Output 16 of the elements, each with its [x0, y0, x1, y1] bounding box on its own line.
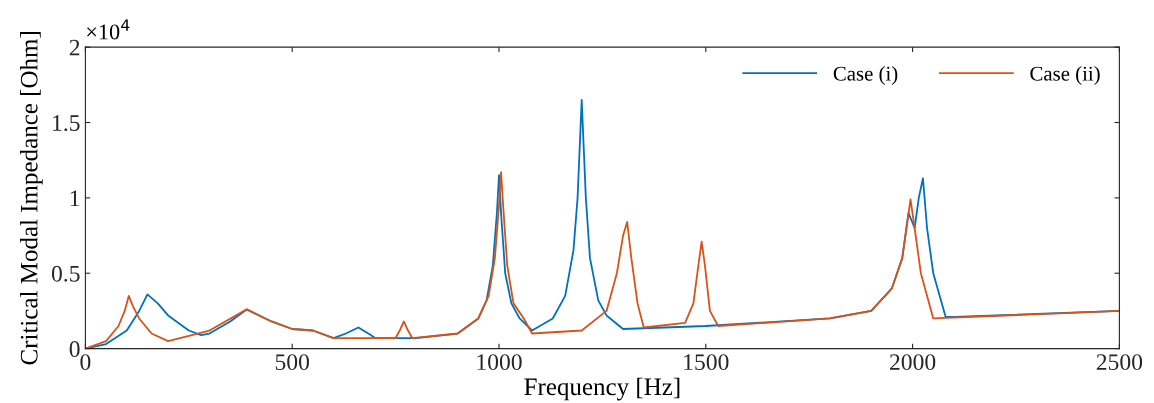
- x-tick-label: 0: [80, 354, 91, 371]
- y-tick-label: 0: [69, 341, 80, 358]
- y-axis-title: Critical Modal Impedance [Ohm]: [20, 32, 43, 365]
- y-tick-label: 1.5: [53, 115, 80, 132]
- y-tick-label: 1: [70, 190, 80, 207]
- x-axis-title: Frequency [Hz]: [524, 377, 680, 401]
- x-tick-label: 500: [275, 354, 309, 371]
- y-tick-label: 0.5: [51, 265, 80, 282]
- x-tick-label: 1500: [684, 354, 729, 371]
- y-tick-label: 2: [69, 39, 80, 56]
- legend-label: Case (i): [833, 66, 898, 85]
- x-tick-label: 2500: [1096, 354, 1143, 371]
- text: ×10$^{4}$: [87, 19, 130, 40]
- legend-label: Case (ii): [1030, 66, 1100, 85]
- x-tick-label: 2000: [890, 354, 936, 371]
- x-tick-label: 1000: [477, 354, 522, 371]
